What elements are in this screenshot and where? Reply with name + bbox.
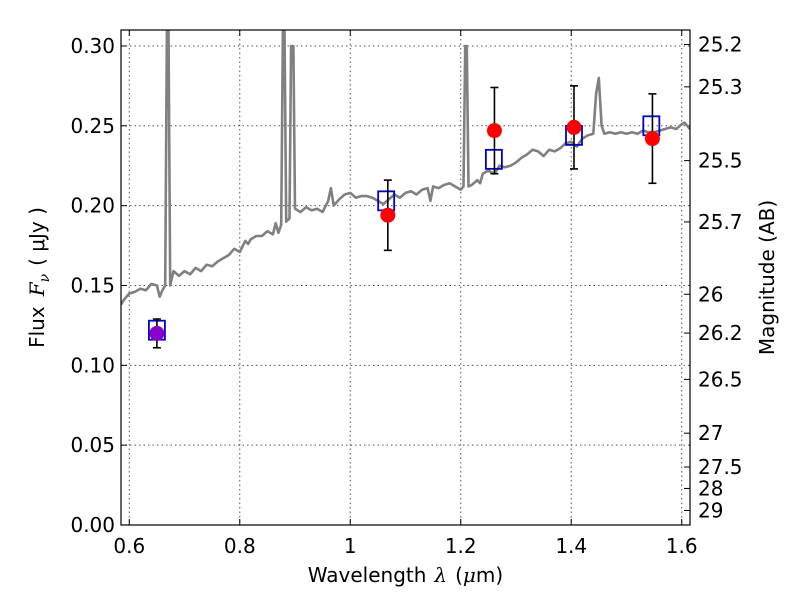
right-tick-label: 26.2 (698, 321, 743, 345)
observed-flux-point (644, 131, 660, 147)
right-axis-title: Magnitude (AB) (755, 200, 779, 355)
observed-flux-point (486, 123, 502, 139)
y-tick-label: 0.30 (70, 34, 115, 58)
observed-flux-point (380, 207, 396, 223)
right-tick-label: 26.5 (698, 367, 743, 391)
plot-area (121, 30, 690, 349)
x-tick-label: 1 (344, 534, 357, 558)
model-spectrum-line (121, 30, 690, 306)
x-tick-label: 1.6 (666, 534, 698, 558)
plot-frame (120, 29, 691, 526)
x-axis-title: Wavelength λ (μm) (308, 563, 503, 587)
x-tick-label: 1.4 (555, 534, 587, 558)
y-axis-unit: ( μJy ) (25, 207, 49, 266)
right-tick-label: 26 (698, 282, 723, 306)
observed-flux-point (566, 119, 582, 135)
x-tick-label: 1.2 (445, 534, 477, 558)
grid (121, 30, 690, 526)
right-tick-label: 25.5 (698, 149, 743, 173)
x-tick-label: 0.6 (113, 534, 145, 558)
right-tick-label: 25.3 (698, 75, 743, 99)
y-axis-title-text: Flux (25, 306, 49, 348)
right-tick-label: 25.2 (698, 33, 743, 57)
x-axis-symbol: λ (433, 563, 447, 587)
y-axis-title: Flux Fν ( μJy ) (25, 207, 53, 348)
y-tick-label: 0.00 (70, 513, 115, 537)
right-tick-label: 25.7 (698, 210, 743, 234)
right-tick-label: 27 (698, 421, 723, 445)
y-tick-label: 0.20 (70, 194, 115, 218)
right-tick-label: 29 (698, 498, 723, 522)
right-tick-label: 28 (698, 476, 723, 500)
x-axis-unit-rest: m) (476, 563, 503, 587)
x-tick-label: 0.8 (224, 534, 256, 558)
y-tick-label: 0.10 (70, 353, 115, 377)
x-axis-title-text: Wavelength (308, 563, 427, 587)
right-tick-label: 27.5 (698, 455, 743, 479)
y-tick-label: 0.05 (70, 433, 115, 457)
y-axis-subscript: ν (37, 273, 53, 282)
observed-flux-point (149, 325, 165, 341)
axes: 0.6 0.8 1 1.2 1.4 1.6 0.00 0.05 0.10 0.15 0.20 0.25… (70, 30, 743, 558)
y-axis-symbol: F (25, 281, 49, 297)
y-tick-label: 0.25 (70, 114, 115, 138)
x-axis-unit-open: ( (455, 563, 463, 587)
y-tick-label: 0.15 (70, 273, 115, 297)
x-axis-unit-mu: μ (463, 563, 476, 587)
